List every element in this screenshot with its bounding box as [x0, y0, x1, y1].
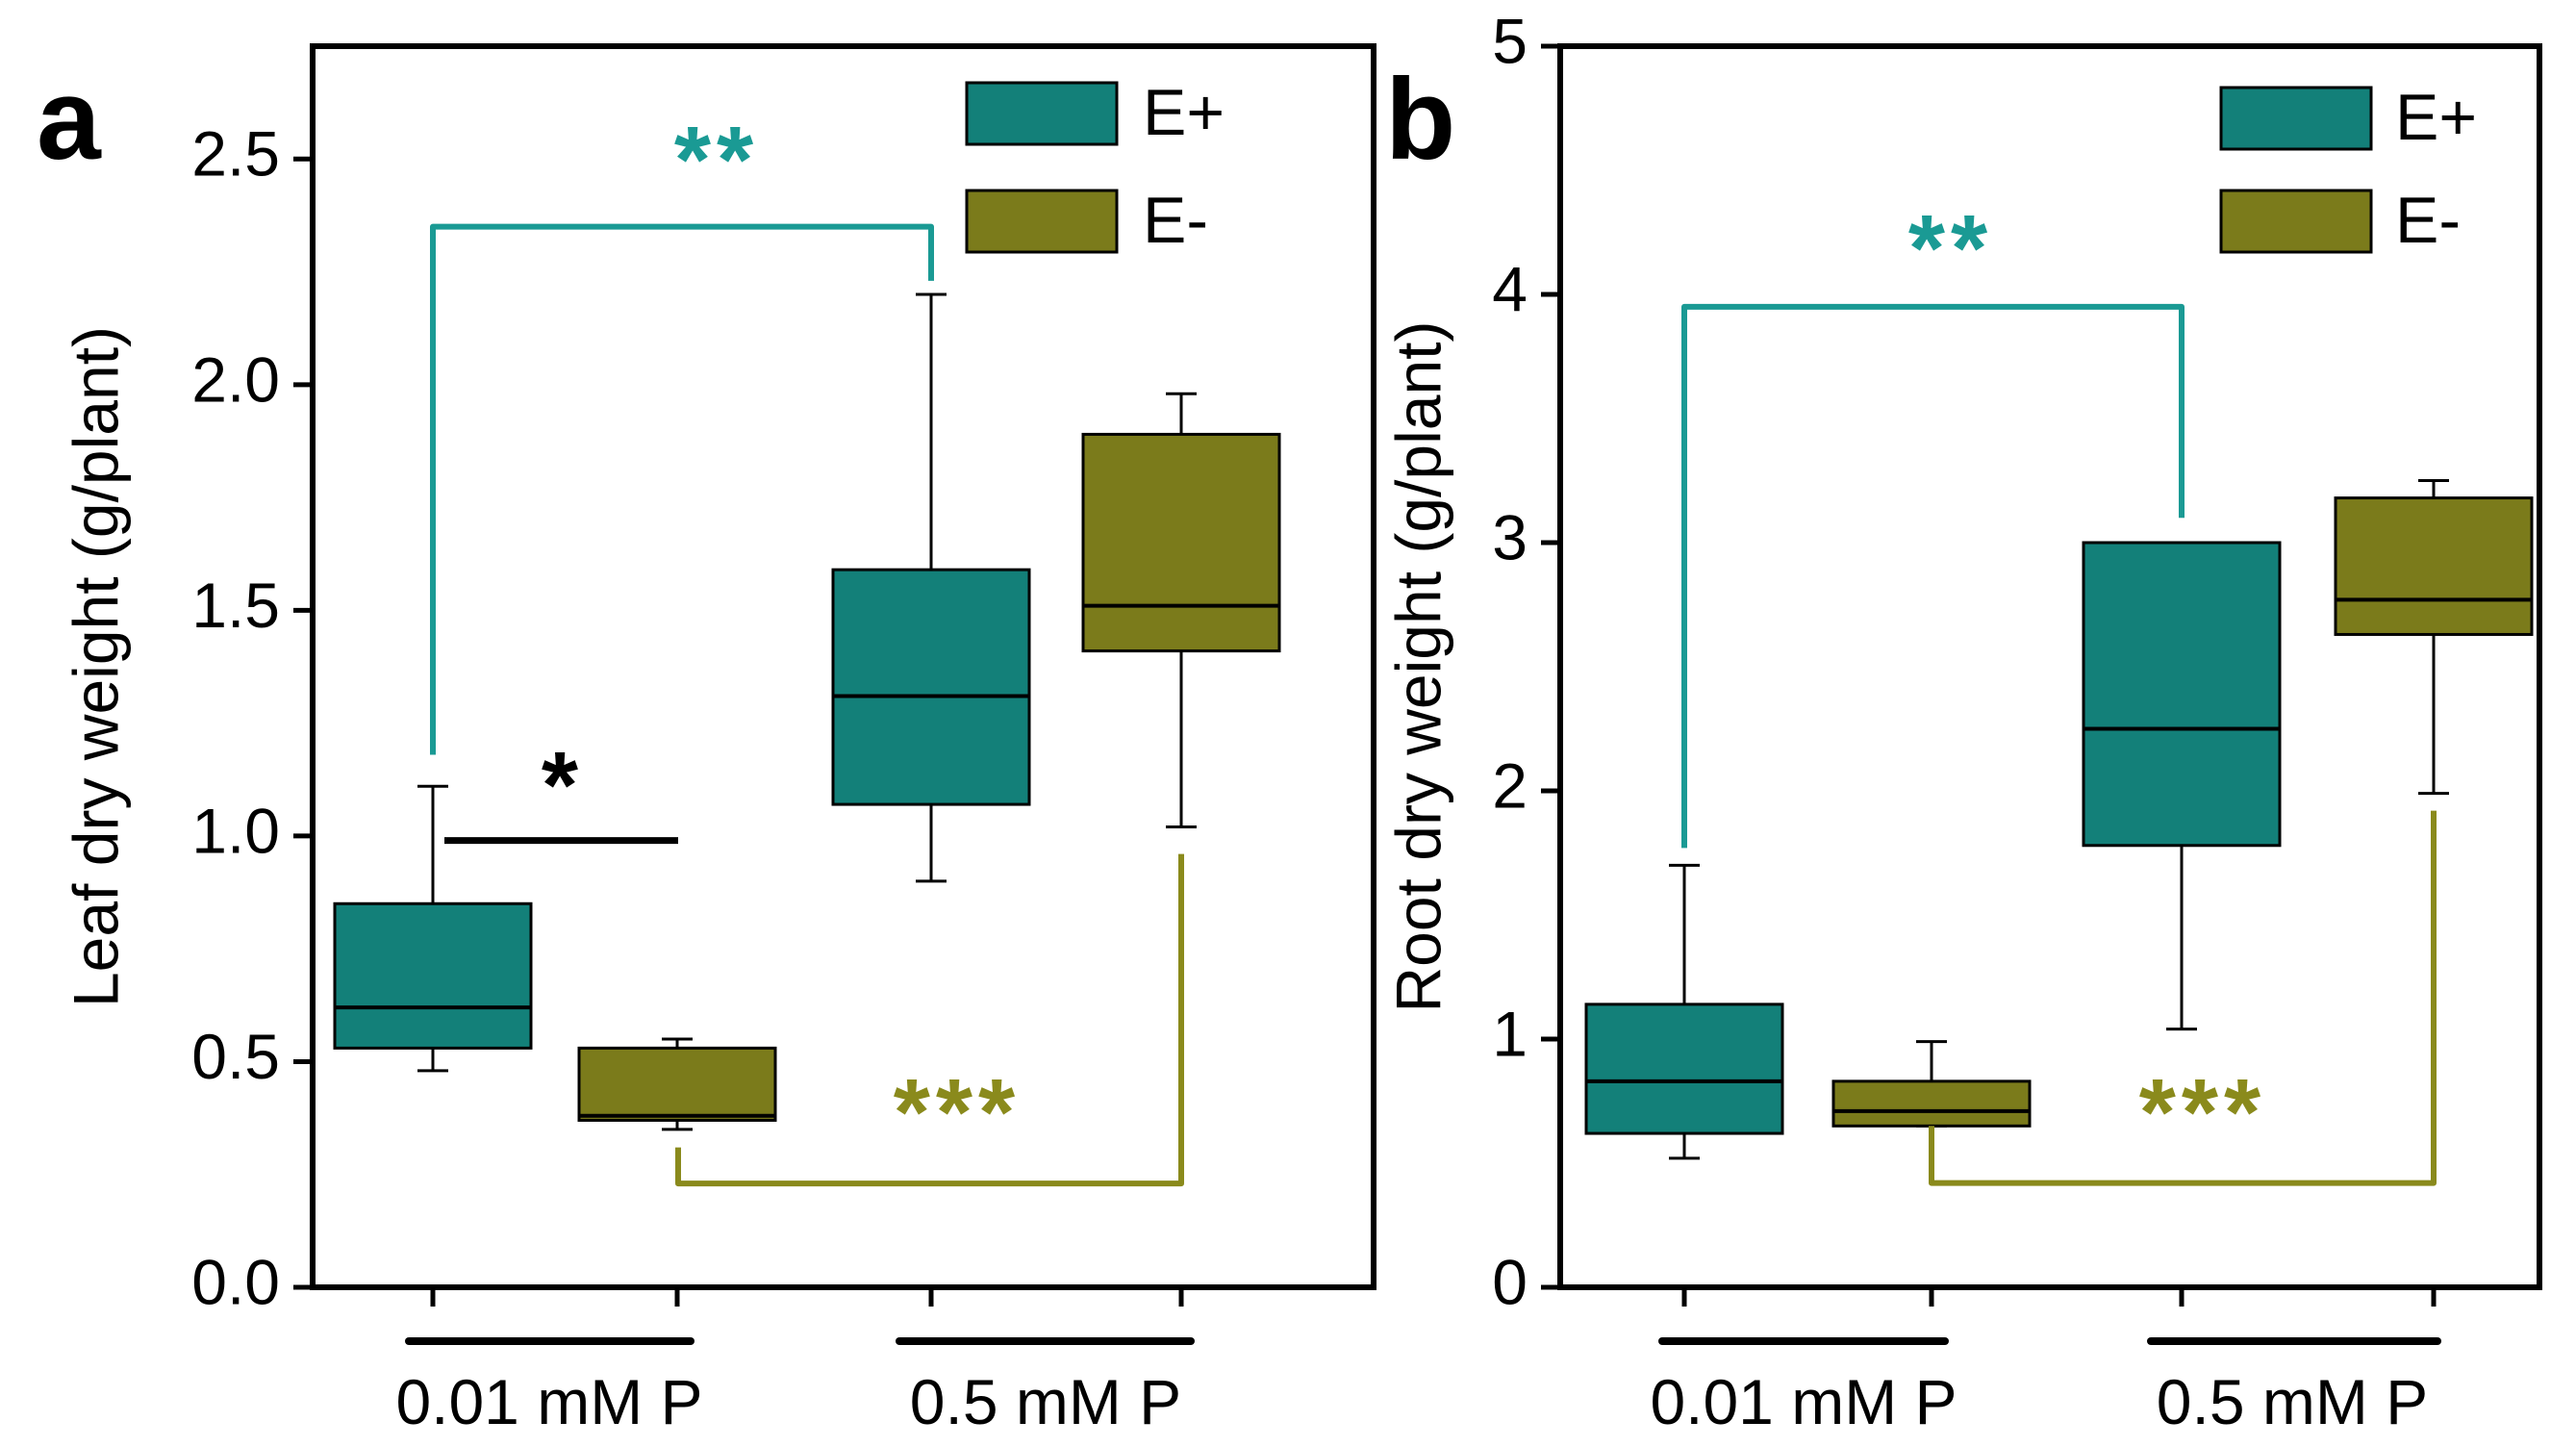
- box-plot-e-plus: [333, 784, 533, 1073]
- significance-bracket: [1681, 303, 2185, 849]
- y-tick-label: 1.0: [191, 795, 280, 866]
- legend-swatch: [2219, 189, 2373, 254]
- panel-label: a: [37, 55, 102, 184]
- y-tick-label: 3: [1492, 501, 1528, 572]
- y-tick-label: 0: [1492, 1246, 1528, 1317]
- y-tick-label: 0.0: [191, 1246, 280, 1317]
- box-iqr: [2082, 541, 2282, 848]
- y-tick-label: 2.5: [191, 118, 280, 190]
- significance-bracket: [430, 223, 934, 755]
- box-iqr: [1081, 432, 1281, 653]
- y-tick-label: 5: [1492, 5, 1528, 76]
- panel-a: a Leaf dry weight (g/plant) 0.0 0.5 1.0 1.5 2.…: [37, 43, 1376, 1437]
- box-iqr: [2334, 496, 2534, 636]
- significance-bracket: [675, 853, 1184, 1187]
- box-plot-e-plus: [831, 292, 1031, 883]
- y-tick-label: 2: [1492, 749, 1528, 821]
- box-plot-e-minus: [1081, 392, 1281, 829]
- box-iqr: [831, 568, 1031, 806]
- box-plot-e-plus: [1584, 863, 1784, 1160]
- box-iqr: [1831, 1079, 2032, 1128]
- legend-label: E+: [2395, 81, 2477, 154]
- legend-swatch: [965, 81, 1119, 146]
- legend-swatch: [2219, 86, 2373, 151]
- significance-stars: ***: [2139, 1059, 2266, 1165]
- legend-swatch: [965, 189, 1119, 254]
- significance-stars: **: [1908, 195, 1993, 301]
- group-label: 0.01 mM P: [1650, 1366, 1957, 1437]
- box-plot-e-plus: [2082, 541, 2282, 1031]
- panel-label: b: [1385, 55, 1455, 184]
- y-tick-label: 4: [1492, 253, 1528, 324]
- box-plot-e-minus: [577, 1037, 777, 1131]
- y-axis-label: Root dry weight (g/plant): [1382, 320, 1453, 1012]
- group-label: 0.01 mM P: [395, 1366, 702, 1437]
- plot-frame: [310, 43, 1376, 1290]
- box-plot-e-minus: [1831, 1040, 2032, 1128]
- box-iqr: [1584, 1003, 1784, 1135]
- significance-bracket: [1929, 810, 2437, 1186]
- y-tick-label: 1.5: [191, 570, 280, 641]
- plot-frame: [1557, 43, 2542, 1290]
- legend-label: E+: [1143, 76, 1225, 149]
- y-tick-label: 0.5: [191, 1021, 280, 1092]
- panel-b: b Root dry weight (g/plant) 0 1 2 3 4 5 0.01 mM …: [1382, 5, 2542, 1437]
- box-plot-e-minus: [2334, 479, 2534, 796]
- y-axis-label: Leaf dry weight (g/plant): [60, 326, 131, 1007]
- y-tick-label: 2.0: [191, 343, 280, 415]
- legend-label: E-: [1143, 184, 1208, 257]
- y-tick-label: 1: [1492, 998, 1528, 1069]
- legend-label: E-: [2395, 184, 2461, 257]
- group-label: 0.5 mM P: [2157, 1366, 2428, 1437]
- box-iqr: [333, 901, 533, 1050]
- significance-stars: ***: [894, 1059, 1021, 1165]
- group-label: 0.5 mM P: [910, 1366, 1181, 1437]
- significance-stars: *: [542, 732, 584, 838]
- box-iqr: [577, 1046, 777, 1122]
- significance-stars: **: [674, 107, 759, 213]
